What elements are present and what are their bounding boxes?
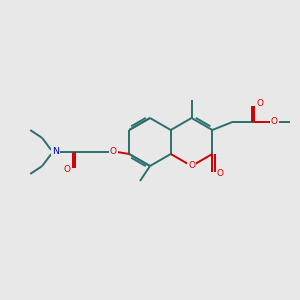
Text: O: O [110,148,117,157]
Text: O: O [217,169,224,178]
Text: N: N [52,148,59,157]
Text: O: O [271,118,278,127]
Text: O: O [188,161,195,170]
Text: O: O [64,166,71,175]
Text: O: O [257,100,264,109]
